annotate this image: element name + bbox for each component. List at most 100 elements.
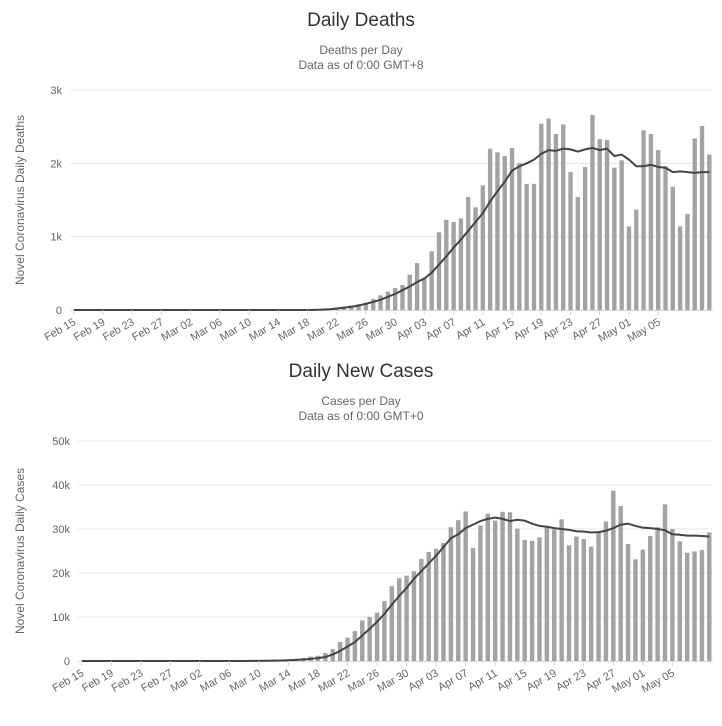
cases-bar bbox=[522, 540, 527, 661]
deaths-bar bbox=[509, 147, 515, 310]
cases-chart-subtitle-1: Cases per Day bbox=[321, 394, 400, 408]
cases-x-tick-label: Apr 03 bbox=[407, 667, 441, 694]
cases-bar bbox=[426, 551, 431, 661]
deaths-x-tick-label: Feb 27 bbox=[130, 316, 166, 344]
cases-x-tick-label: Feb 19 bbox=[80, 667, 116, 695]
cases-y-tick-label: 20k bbox=[52, 568, 70, 580]
cases-x-tick-label: Feb 27 bbox=[139, 667, 175, 695]
cases-bar bbox=[529, 540, 535, 661]
deaths-x-tick-label: Mar 18 bbox=[276, 316, 312, 344]
cases-bar bbox=[360, 620, 365, 661]
deaths-x-tick-label: Mar 22 bbox=[306, 316, 342, 344]
deaths-y-tick-label: 3k bbox=[50, 85, 62, 97]
deaths-x-tick-label: Apr 15 bbox=[482, 316, 516, 343]
deaths-bar bbox=[677, 226, 683, 310]
deaths-bar bbox=[502, 156, 507, 310]
cases-bar bbox=[566, 545, 572, 661]
deaths-bar bbox=[656, 150, 661, 310]
cases-bar bbox=[500, 511, 505, 661]
cases-bar bbox=[588, 546, 594, 661]
deaths-bar bbox=[349, 305, 354, 310]
cases-y-tick-label: 0 bbox=[64, 656, 70, 668]
deaths-bar bbox=[480, 185, 486, 310]
cases-y-tick-label: 40k bbox=[52, 480, 70, 492]
cases-x-tick-label: Apr 11 bbox=[466, 667, 499, 693]
cases-bar bbox=[419, 558, 424, 661]
deaths-bar bbox=[568, 172, 573, 310]
deaths-bar bbox=[582, 167, 588, 310]
cases-bar bbox=[463, 511, 468, 661]
deaths-bar bbox=[641, 130, 646, 310]
deaths-bar bbox=[597, 139, 602, 310]
deaths-bar bbox=[531, 183, 537, 310]
cases-bar bbox=[544, 526, 550, 661]
cases-bar bbox=[411, 571, 417, 661]
cases-bar bbox=[707, 532, 712, 661]
deaths-x-tick-label: Apr 23 bbox=[541, 316, 575, 343]
cases-bar bbox=[699, 550, 705, 661]
cases-x-tick-label: Mar 10 bbox=[228, 667, 264, 695]
deaths-bar bbox=[371, 299, 376, 310]
deaths-bar bbox=[400, 285, 405, 310]
deaths-bar bbox=[356, 304, 361, 310]
deaths-bar bbox=[699, 125, 705, 311]
cases-x-tick-label: Apr 07 bbox=[436, 667, 470, 694]
cases-x-tick-label: Feb 23 bbox=[110, 667, 146, 695]
deaths-bar bbox=[487, 148, 493, 310]
cases-y-tick-label: 10k bbox=[52, 612, 70, 624]
deaths-x-tick-label: Apr 11 bbox=[454, 316, 487, 342]
cases-x-tick-label: Mar 26 bbox=[346, 667, 382, 695]
deaths-bar bbox=[414, 263, 420, 310]
cases-x-tick-label: Mar 02 bbox=[169, 667, 205, 695]
cases-bar bbox=[537, 537, 542, 661]
cases-bar bbox=[382, 601, 387, 661]
cases-x-tick-label: Feb 15 bbox=[51, 667, 87, 695]
cases-bar bbox=[507, 512, 513, 661]
deaths-y-tick-label: 0 bbox=[56, 305, 62, 317]
cases-bar bbox=[441, 543, 446, 661]
cases-bar bbox=[552, 529, 557, 661]
deaths-x-tick-label: Feb 15 bbox=[42, 316, 78, 344]
deaths-x-tick-label: Feb 19 bbox=[72, 316, 108, 344]
deaths-x-tick-label: Feb 23 bbox=[101, 316, 137, 344]
deaths-bar bbox=[429, 251, 434, 310]
cases-bar bbox=[684, 552, 690, 661]
cases-bar bbox=[448, 527, 454, 661]
cases-bar bbox=[625, 543, 631, 661]
deaths-bar bbox=[378, 295, 383, 310]
cases-bar bbox=[396, 578, 402, 661]
cases-bar bbox=[485, 513, 491, 661]
cases-x-tick-label: Mar 14 bbox=[257, 667, 293, 695]
cases-bar bbox=[596, 531, 601, 661]
cases-x-tick-label: Mar 06 bbox=[198, 667, 234, 695]
deaths-bar bbox=[612, 167, 617, 310]
deaths-bar bbox=[546, 118, 551, 310]
deaths-bar bbox=[473, 207, 478, 310]
deaths-bar bbox=[363, 302, 369, 310]
deaths-chart: Daily Deaths Deaths per Day Data as of 0… bbox=[13, 10, 713, 345]
cases-chart-title: Daily New Cases bbox=[289, 361, 434, 382]
cases-bar bbox=[404, 575, 409, 661]
deaths-x-tick-label: Mar 30 bbox=[364, 316, 400, 344]
deaths-bar bbox=[561, 124, 566, 310]
deaths-x-tick-label: Apr 07 bbox=[424, 316, 458, 343]
deaths-bar bbox=[604, 139, 610, 310]
deaths-chart-subtitle-2: Data as of 0:00 GMT+8 bbox=[298, 58, 423, 72]
cases-x-tick-label: May 05 bbox=[640, 667, 677, 695]
cases-bar bbox=[677, 541, 682, 661]
deaths-bar bbox=[590, 114, 595, 311]
cases-x-tick-label: Mar 18 bbox=[287, 667, 323, 695]
deaths-x-tick-label: Mar 14 bbox=[247, 316, 283, 344]
deaths-chart-subtitle-1: Deaths per Day bbox=[319, 43, 402, 57]
cases-bar bbox=[662, 504, 668, 661]
cases-bar bbox=[603, 521, 609, 661]
cases-bar bbox=[692, 551, 697, 661]
deaths-bar bbox=[634, 209, 639, 310]
deaths-x-tick-label: Mar 10 bbox=[218, 316, 254, 344]
cases-bar bbox=[670, 529, 675, 661]
cases-bar bbox=[633, 559, 638, 661]
deaths-bar bbox=[619, 160, 624, 310]
deaths-bar bbox=[517, 163, 522, 310]
